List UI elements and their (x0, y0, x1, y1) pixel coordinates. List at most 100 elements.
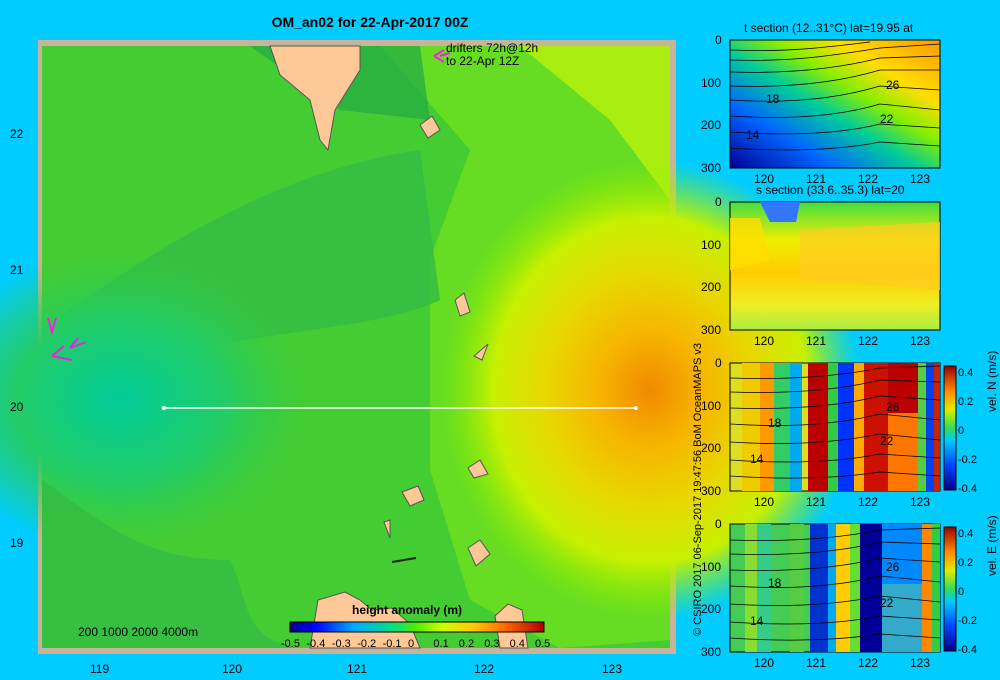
section-lon-tick-label: 120 (754, 172, 775, 186)
colorbar-tick-label: -0.4 (306, 638, 326, 650)
section-lon-tick-label: 121 (806, 495, 827, 509)
credit-text: © CSIRO 2017 06-Sep-2017 19:47:56 BoM Oc… (692, 342, 704, 636)
s-section-title: s section (33.6..35.3) lat=20 (756, 183, 905, 197)
depth-tick-label: 100 (701, 237, 722, 252)
colorbar-tick-label: 0.1 (433, 638, 449, 650)
colorbar-tick-label: 0.5 (535, 638, 551, 650)
contour-label: 18 (768, 576, 782, 590)
contour-label: 14 (750, 452, 764, 466)
section-lon-tick-label: 120 (754, 656, 775, 670)
contour-label: 22 (880, 112, 894, 126)
depth-tick-label: 200 (701, 280, 722, 295)
contour-label: 26 (886, 560, 900, 574)
vel-cbar-tick-label: -0.4 (958, 644, 977, 656)
vel-cbar-tick-label: 0.4 (958, 528, 974, 540)
section-lon-tick-label: 123 (910, 495, 931, 509)
island (467, 539, 491, 567)
vel-cbar-tick-label: 0.2 (958, 396, 974, 408)
section-lon-tick-label: 123 (910, 334, 931, 348)
vel-cbar-tick-label: 0 (958, 425, 965, 437)
island (383, 519, 391, 539)
lat-tick-label: 21 (10, 263, 24, 277)
depth-tick-label: 0 (715, 356, 722, 370)
colorbar-tick-label: 0.2 (458, 638, 475, 650)
depth-tick-label: 0 (715, 517, 722, 531)
colorbar (289, 621, 545, 633)
section-lon-tick-label: 121 (806, 656, 827, 670)
colorbar-tick-label: 0.4 (509, 638, 525, 650)
section-lon-tick-label: 123 (910, 172, 931, 186)
lon-tick-label: 123 (602, 662, 623, 676)
depth-tick-label: 100 (701, 398, 722, 413)
vel-cbar-tick-label: -0.2 (958, 454, 977, 466)
contour-label: 22 (880, 596, 894, 610)
lon-tick-label: 120 (222, 662, 243, 676)
section-endpoint (633, 406, 638, 410)
lon-tick-label: 119 (90, 662, 110, 676)
island (467, 459, 489, 479)
section-lon-tick-label: 120 (754, 495, 775, 509)
lat-tick-label: 22 (10, 127, 24, 141)
depth-tick-label: 200 (701, 441, 722, 456)
depth-tick-label: 300 (701, 645, 722, 659)
depth-tick-label: 0 (715, 33, 722, 47)
colorbar-tick-label: 0 (408, 638, 415, 650)
vel-cbar-tick-label: -0.2 (958, 615, 977, 627)
island (391, 557, 417, 563)
colorbar-title: height anomaly (m) (352, 603, 463, 617)
colorbar-tick-label: -0.3 (331, 638, 351, 650)
section-lon-tick-label: 122 (858, 172, 879, 186)
lon-tick-label: 122 (474, 662, 495, 676)
vel-cbar-tick-label: 0.4 (958, 367, 974, 379)
section-lon-tick-label: 120 (754, 334, 775, 348)
depth-tick-label: 0 (715, 195, 722, 209)
drifter-arrows (47, 49, 451, 361)
section-lon-tick-label: 122 (858, 334, 879, 348)
lat-tick-label: 20 (10, 400, 24, 414)
section-lon-tick-label: 122 (858, 495, 879, 509)
drifter-note: to 22-Apr 12Z (446, 54, 520, 68)
colorbar-tick-label: -0.2 (357, 638, 377, 650)
contour-label: 18 (768, 416, 782, 430)
scale-bar: 200 1000 2000 4000m (78, 625, 199, 639)
island (473, 343, 489, 361)
s-section-panel (729, 201, 941, 331)
vn-cbar-label: vel. N (m/s) (985, 350, 999, 412)
contour-label: 14 (750, 614, 764, 628)
section-lon-tick-label: 121 (806, 172, 827, 186)
section-lon-tick-label: 121 (806, 334, 827, 348)
depth-tick-label: 300 (701, 161, 722, 175)
depth-tick-label: 300 (701, 323, 722, 337)
vel-cbar-tick-label: 0 (958, 586, 965, 598)
contour-label: 26 (886, 78, 900, 92)
t-section-title: t section (12..31°C) lat=19.95 at (744, 21, 914, 35)
section-lon-tick-label: 123 (910, 656, 931, 670)
lon-tick-label: 121 (347, 662, 368, 676)
depth-tick-label: 200 (701, 602, 722, 617)
depth-tick-label: 100 (701, 559, 722, 574)
section-line (161, 406, 638, 410)
section-lon-tick-label: 122 (858, 656, 879, 670)
taiwan-land (269, 45, 361, 152)
page-title: OM_an02 for 22-Apr-2017 00Z (271, 14, 469, 30)
depth-tick-label: 100 (701, 75, 722, 90)
island (454, 292, 471, 317)
colorbar-tick-label: -0.1 (382, 638, 402, 650)
ve-cbar-label: vel. E (m/s) (985, 515, 999, 576)
depth-tick-label: 200 (701, 118, 722, 133)
island (401, 485, 425, 507)
vel-cbar-tick-label: -0.4 (958, 483, 977, 495)
lat-tick-label: 19 (10, 536, 24, 550)
contour-label: 14 (746, 128, 760, 142)
vn-section-panel (729, 362, 957, 492)
ve-section-panel (729, 523, 957, 653)
contour-label: 22 (880, 434, 894, 448)
colorbar-tick-label: -0.5 (281, 638, 300, 650)
luzon-land (309, 591, 421, 649)
vel-cbar-tick-label: 0.2 (958, 557, 974, 569)
t-section-panel (729, 39, 941, 169)
contour-label: 26 (886, 400, 900, 414)
depth-tick-label: 300 (701, 484, 722, 498)
